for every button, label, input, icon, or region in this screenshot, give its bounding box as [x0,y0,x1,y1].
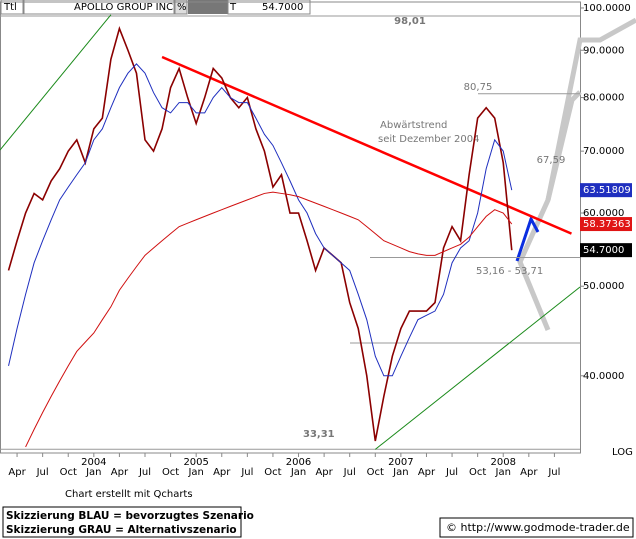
x-year-label: 2008 [491,457,516,468]
x-year-label: 2004 [81,457,106,468]
legend-text: Skizzierung BLAU = bevorzugtes Szenario [6,510,254,522]
x-year-label: 2006 [286,457,311,468]
x-tick-label: Oct [264,467,281,478]
x-tick-label: Apr [418,467,436,478]
x-tick-label: Apr [213,467,231,478]
price-line [7,26,513,442]
credit: Chart erstellt mit Qcharts [65,489,193,500]
y-tick-label: 90.0000 [583,45,624,56]
header-pct: % [177,2,187,13]
level-label: 80,75 [464,82,493,93]
x-tick-label: Jan [290,467,306,478]
grey-scenario [545,17,636,201]
blue-scenario [515,215,540,262]
x-tick-label: Oct [162,467,179,478]
legend-box [2,506,242,538]
y-tick-label: 70.0000 [583,146,624,157]
level-label: 33,31 [303,429,335,440]
x-tick-label: Jan [392,467,408,478]
x-tick-label: Jul [547,467,560,478]
y-tick-label: 80.0000 [583,93,624,104]
x-tick-label: Jan [495,467,511,478]
moving-average [8,63,513,377]
header-ttl: Ttl [3,2,17,13]
header-name: APOLLO GROUP INC [74,2,173,13]
last-value-box [580,217,632,232]
x-tick-label: Jul [138,467,151,478]
last-value-box [580,243,632,258]
header-t: T [229,2,237,13]
x-tick-label: Jan [85,467,101,478]
x-year-label: 2005 [183,457,208,468]
x-tick-label: Apr [315,467,333,478]
legend-text: Skizzierung GRAU = Alternativszenario [6,524,237,536]
x-tick-label: Oct [469,467,486,478]
header-box [174,0,188,15]
scale-label: LOG [612,447,633,458]
last-value-label: 63.51809 [583,185,631,196]
annotation: seit Dezember 2004 [378,134,479,145]
x-tick-label: Jul [36,467,49,478]
level-label: 53,16 - 53,71 [476,266,543,277]
x-tick-label: Apr [8,467,26,478]
x-tick-label: Jan [187,467,203,478]
x-tick-label: Apr [111,467,129,478]
header-last: 54.7000 [262,2,303,13]
x-tick-label: Apr [520,467,538,478]
x-tick-label: Jul [343,467,356,478]
y-tick-label: 50.0000 [583,281,624,292]
last-value-box [580,183,632,198]
copyright[interactable]: © http://www.godmode-trader.de [446,521,630,534]
x-tick-label: Oct [367,467,384,478]
header-box [23,0,175,15]
y-tick-label: 60.0000 [583,208,624,219]
header-box [188,0,228,14]
moving-average [25,191,513,448]
trendline [0,14,112,151]
trendline [161,55,572,235]
header-box [227,0,311,15]
last-value-label: 58.37363 [583,219,631,230]
x-tick-label: Jul [445,467,458,478]
x-tick-label: Oct [60,467,77,478]
copyright-box [439,517,634,538]
y-tick-label: 40.0000 [583,371,624,382]
x-tick-label: Jul [240,467,253,478]
trendline [374,286,581,450]
level-label: 98,01 [394,16,426,27]
level-label: 67,59 [537,155,566,166]
x-year-label: 2007 [388,457,413,468]
y-tick-label: 100.0000 [583,3,631,14]
annotation: Abwärtstrend [380,120,447,131]
last-value-label: 54.7000 [583,245,624,256]
